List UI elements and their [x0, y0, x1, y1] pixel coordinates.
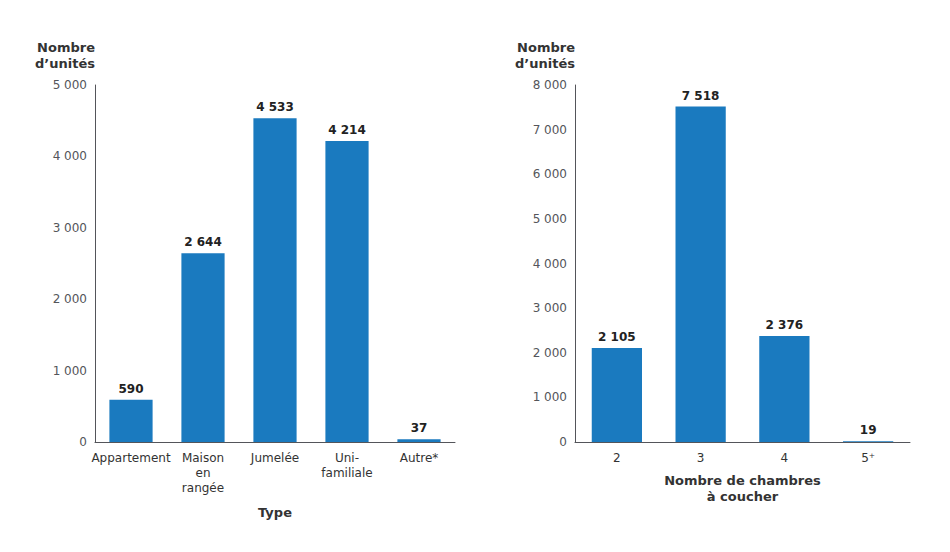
svg-text:Maison: Maison [182, 451, 224, 465]
svg-text:1 000: 1 000 [53, 364, 87, 378]
svg-text:3: 3 [697, 451, 705, 465]
svg-text:4 000: 4 000 [533, 257, 567, 271]
svg-text:Autre*: Autre* [400, 451, 439, 465]
svg-text:5 000: 5 000 [533, 212, 567, 226]
svg-text:Jumelée: Jumelée [250, 451, 299, 465]
svg-text:Type: Type [258, 505, 292, 520]
svg-text:Nombre: Nombre [37, 40, 95, 55]
svg-text:0: 0 [79, 435, 87, 449]
svg-text:19: 19 [860, 423, 877, 437]
svg-text:590: 590 [118, 382, 143, 396]
svg-text:3 000: 3 000 [53, 221, 87, 235]
svg-text:1 000: 1 000 [533, 390, 567, 404]
svg-text:2 644: 2 644 [184, 235, 222, 249]
svg-text:4 214: 4 214 [328, 123, 366, 137]
svg-text:2 105: 2 105 [598, 330, 636, 344]
svg-text:2 000: 2 000 [533, 346, 567, 360]
svg-text:4 533: 4 533 [256, 100, 294, 114]
svg-text:d’unités: d’unités [35, 56, 95, 71]
svg-text:familiale: familiale [321, 466, 372, 480]
svg-text:en: en [196, 466, 211, 480]
svg-text:7 000: 7 000 [533, 123, 567, 137]
svg-text:Uni-: Uni- [335, 451, 359, 465]
svg-text:6 000: 6 000 [533, 167, 567, 181]
svg-text:2 000: 2 000 [53, 292, 87, 306]
svg-text:4 000: 4 000 [53, 149, 87, 163]
svg-text:rangée: rangée [182, 481, 224, 495]
svg-text:7 518: 7 518 [682, 89, 720, 103]
svg-text:à coucher: à coucher [707, 489, 779, 504]
svg-text:37: 37 [411, 421, 428, 435]
svg-text:4: 4 [781, 451, 789, 465]
svg-text:d’unités: d’unités [515, 56, 575, 71]
svg-text:Appartement: Appartement [91, 451, 170, 465]
svg-text:5 000: 5 000 [53, 78, 87, 92]
svg-text:Nombre: Nombre [517, 40, 575, 55]
svg-text:2 376: 2 376 [766, 318, 804, 332]
svg-text:2: 2 [613, 451, 621, 465]
svg-text:Nombre de chambres: Nombre de chambres [664, 473, 821, 488]
svg-text:0: 0 [559, 435, 567, 449]
svg-text:5⁺: 5⁺ [861, 451, 875, 465]
svg-text:3 000: 3 000 [533, 301, 567, 315]
svg-text:8 000: 8 000 [533, 78, 567, 92]
